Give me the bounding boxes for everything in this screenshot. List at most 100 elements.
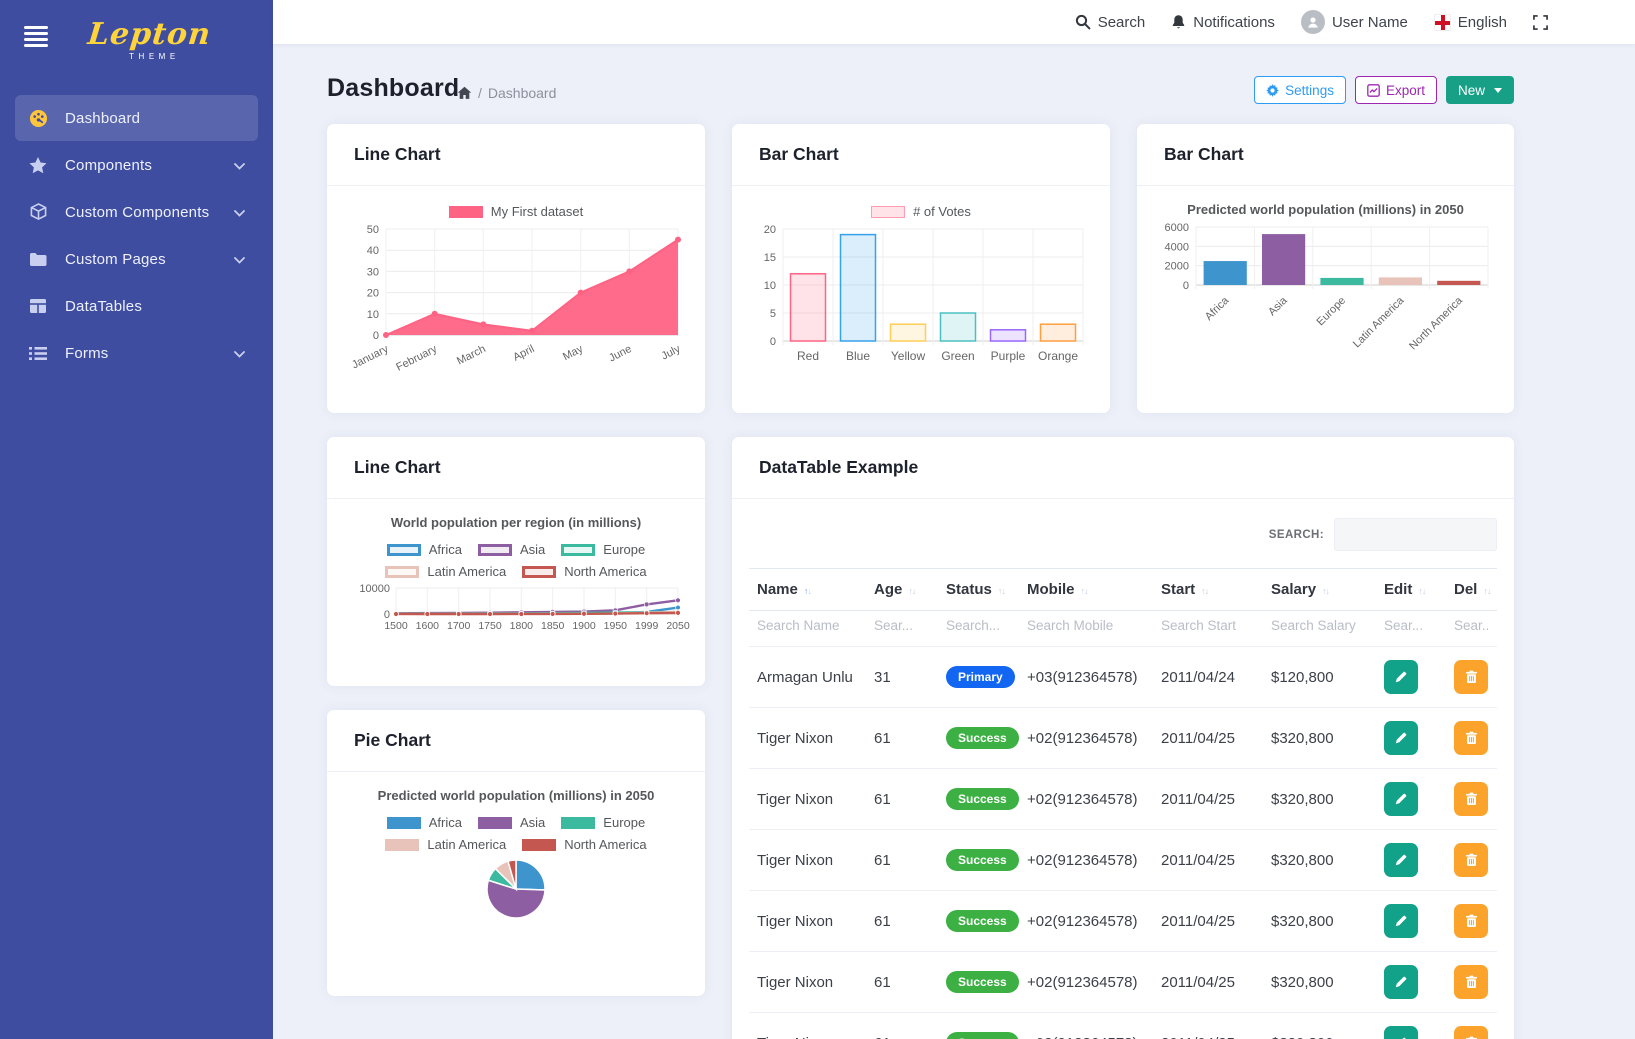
edit-button[interactable] bbox=[1384, 782, 1418, 816]
sidebar-item-datatables[interactable]: DataTables bbox=[15, 283, 258, 329]
home-icon[interactable] bbox=[457, 86, 472, 100]
delete-button[interactable] bbox=[1454, 843, 1488, 877]
column-filter-input-mobile[interactable] bbox=[1027, 618, 1145, 633]
legend-label: Asia bbox=[520, 542, 546, 557]
header-notifications[interactable]: Notifications bbox=[1171, 14, 1275, 31]
column-filter-input-status[interactable] bbox=[946, 618, 1011, 633]
edit-button[interactable] bbox=[1384, 660, 1418, 694]
delete-button[interactable] bbox=[1454, 782, 1488, 816]
legend-item: Africa bbox=[386, 542, 462, 557]
legend-label: Latin America bbox=[427, 564, 507, 579]
settings-button[interactable]: Settings bbox=[1254, 76, 1346, 104]
column-header-salary[interactable]: Salary ↑↓ bbox=[1263, 568, 1376, 611]
bar-chart-card-2: Bar Chart Predicted world population (mi… bbox=[1137, 124, 1514, 413]
hamburger-menu-icon[interactable] bbox=[24, 26, 48, 50]
chart-legend: # of Votes bbox=[871, 204, 971, 219]
svg-text:1700: 1700 bbox=[447, 620, 471, 632]
column-filter-input-del[interactable] bbox=[1454, 618, 1489, 633]
legend-label: My First dataset bbox=[490, 204, 584, 219]
settings-button-label: Settings bbox=[1285, 82, 1334, 98]
sidebar-item-custom-pages[interactable]: Custom Pages bbox=[15, 236, 258, 282]
sidebar-item-forms[interactable]: Forms bbox=[15, 330, 258, 376]
sidebar-item-dashboard[interactable]: Dashboard bbox=[15, 95, 258, 141]
edit-button[interactable] bbox=[1384, 843, 1418, 877]
legend-swatch bbox=[561, 543, 596, 556]
delete-button[interactable] bbox=[1454, 721, 1488, 755]
edit-button[interactable] bbox=[1384, 965, 1418, 999]
area-chart-canvas: 0 10 20 30 40 50 January February March April May J… bbox=[350, 224, 683, 374]
cell-start: 2011/04/25 bbox=[1153, 829, 1263, 891]
list-icon bbox=[27, 343, 49, 363]
legend-swatch bbox=[871, 205, 906, 218]
folder-icon bbox=[27, 249, 49, 269]
legend-swatch bbox=[522, 838, 557, 851]
legend-item: # of Votes bbox=[871, 204, 971, 219]
edit-button[interactable] bbox=[1384, 721, 1418, 755]
column-header-edit[interactable]: Edit ↑↓ bbox=[1376, 568, 1446, 611]
line-chart-2: World population per region (in millions… bbox=[327, 499, 705, 645]
cell-mobile: +02(912364578) bbox=[1019, 829, 1153, 891]
cell-salary: $320,800 bbox=[1263, 707, 1376, 769]
sort-icon: ↑↓ bbox=[1322, 586, 1330, 596]
delete-button[interactable] bbox=[1454, 904, 1488, 938]
cell-start: 2011/04/25 bbox=[1153, 768, 1263, 830]
column-header-age[interactable]: Age ↑↓ bbox=[866, 568, 938, 611]
sort-icon: ↑↓ bbox=[1080, 586, 1089, 596]
cell-age: 31 bbox=[866, 646, 938, 708]
sidebar-item-custom-components[interactable]: Custom Components bbox=[15, 189, 258, 235]
pencil-icon bbox=[1395, 915, 1407, 927]
header-search[interactable]: Search bbox=[1075, 14, 1145, 31]
edit-button[interactable] bbox=[1384, 1026, 1418, 1039]
svg-text:1900: 1900 bbox=[572, 620, 596, 632]
legend-label: Africa bbox=[428, 542, 462, 557]
header-user[interactable]: User Name bbox=[1300, 10, 1408, 34]
sidebar-item-components[interactable]: Components bbox=[15, 142, 258, 188]
legend-item: Latin America bbox=[385, 564, 506, 579]
delete-button[interactable] bbox=[1454, 1026, 1488, 1039]
legend-swatch bbox=[522, 565, 557, 578]
app-logo[interactable]: Lepton THEME bbox=[86, 17, 213, 61]
cell-salary: $320,800 bbox=[1263, 1012, 1376, 1039]
search-icon bbox=[1075, 14, 1091, 30]
delete-button[interactable] bbox=[1454, 965, 1488, 999]
column-header-status[interactable]: Status ↑↓ bbox=[938, 568, 1019, 611]
line-chart-canvas: 0 10000 1500 1600 1700 1750 1800 1850 1900 1950 19… bbox=[359, 583, 689, 632]
status-badge: Success bbox=[946, 1032, 1019, 1039]
column-filter-input-start[interactable] bbox=[1161, 618, 1255, 633]
cell-name: Tiger Nixon bbox=[749, 1012, 866, 1039]
avatar bbox=[1300, 10, 1325, 34]
column-filter-input-edit[interactable] bbox=[1384, 618, 1438, 633]
table-search-input[interactable] bbox=[1334, 518, 1497, 551]
legend-label: Asia bbox=[520, 815, 546, 830]
legend-label: Europe bbox=[603, 815, 646, 830]
chart: Predicted world population (millions) in… bbox=[327, 772, 705, 922]
sidebar: Lepton THEME Dashboard Components Custom C… bbox=[0, 0, 273, 1039]
column-header-del[interactable]: Del ↑↓ bbox=[1446, 568, 1497, 611]
legend-item: Europe bbox=[561, 815, 645, 830]
cell-name: Tiger Nixon bbox=[749, 890, 866, 952]
svg-text:April: April bbox=[511, 343, 536, 364]
cell-name: Armagan Unlu bbox=[749, 646, 866, 708]
breadcrumb-current: Dashboard bbox=[487, 85, 557, 101]
column-filter-input-age[interactable] bbox=[874, 618, 930, 633]
cell-mobile: +03(912364578) bbox=[1019, 646, 1153, 708]
column-header-start[interactable]: Start ↑↓ bbox=[1153, 568, 1263, 611]
cell-salary: $320,800 bbox=[1263, 829, 1376, 891]
edit-button[interactable] bbox=[1384, 904, 1418, 938]
export-button[interactable]: Export bbox=[1354, 76, 1437, 104]
page-content: Dashboard / Dashboard Settings Export Ne… bbox=[273, 44, 1635, 1039]
chevron-down-icon bbox=[234, 345, 246, 362]
column-filter-input-salary[interactable] bbox=[1271, 618, 1368, 633]
column-header-mobile[interactable]: Mobile ↑↓ bbox=[1019, 568, 1153, 611]
delete-button[interactable] bbox=[1454, 660, 1488, 694]
column-header-name[interactable]: Name ↑↓ bbox=[749, 568, 866, 611]
fullscreen-icon[interactable] bbox=[1533, 14, 1548, 30]
logo-subtext: THEME bbox=[129, 52, 180, 61]
sidebar-menu: Dashboard Components Custom Components Cust… bbox=[0, 95, 273, 376]
new-button[interactable]: New bbox=[1445, 76, 1514, 104]
column-filter-input-name[interactable] bbox=[757, 618, 858, 633]
header-language[interactable]: English bbox=[1433, 13, 1507, 31]
legend-swatch bbox=[561, 816, 596, 829]
